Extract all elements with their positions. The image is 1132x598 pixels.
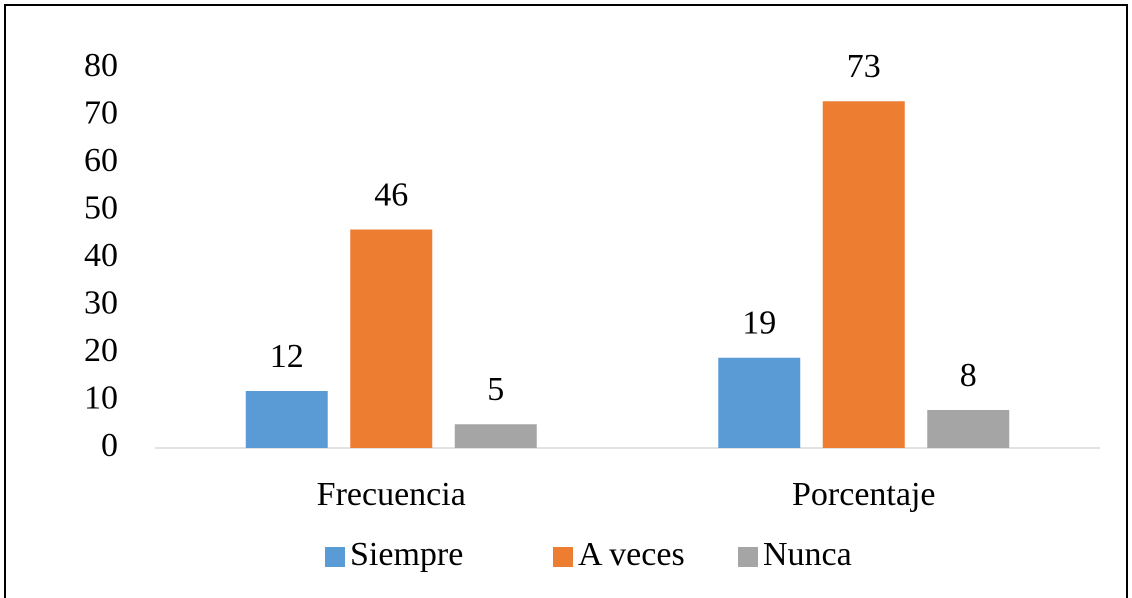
y-tick-label: 10 [84, 379, 118, 416]
y-tick-label: 60 [84, 142, 118, 179]
data-label: 5 [487, 371, 504, 408]
bar [245, 391, 328, 448]
data-label: 8 [960, 357, 977, 394]
legend-swatch [738, 547, 758, 567]
x-tick-label: Frecuencia [317, 476, 466, 513]
y-tick-label: 0 [101, 427, 118, 464]
legend-label: A veces [578, 536, 685, 573]
data-label: 73 [847, 48, 881, 85]
x-tick-label: Porcentaje [792, 476, 936, 513]
legend-label: Nunca [763, 536, 852, 573]
chart-border [4, 4, 1128, 598]
data-label: 12 [270, 338, 304, 375]
bar [822, 101, 905, 448]
legend-swatch [325, 547, 345, 567]
bar [454, 424, 537, 448]
y-tick-label: 80 [84, 47, 118, 84]
y-tick-label: 30 [84, 284, 118, 321]
data-label: 19 [742, 305, 776, 342]
bar [927, 410, 1010, 448]
legend-label: Siempre [350, 536, 463, 573]
y-tick-label: 40 [84, 237, 118, 274]
bar [350, 229, 433, 448]
legend-swatch [553, 547, 573, 567]
y-tick-label: 50 [84, 189, 118, 226]
y-tick-label: 20 [84, 332, 118, 369]
bar [718, 357, 801, 448]
y-tick-label: 70 [84, 94, 118, 131]
data-label: 46 [374, 176, 408, 213]
